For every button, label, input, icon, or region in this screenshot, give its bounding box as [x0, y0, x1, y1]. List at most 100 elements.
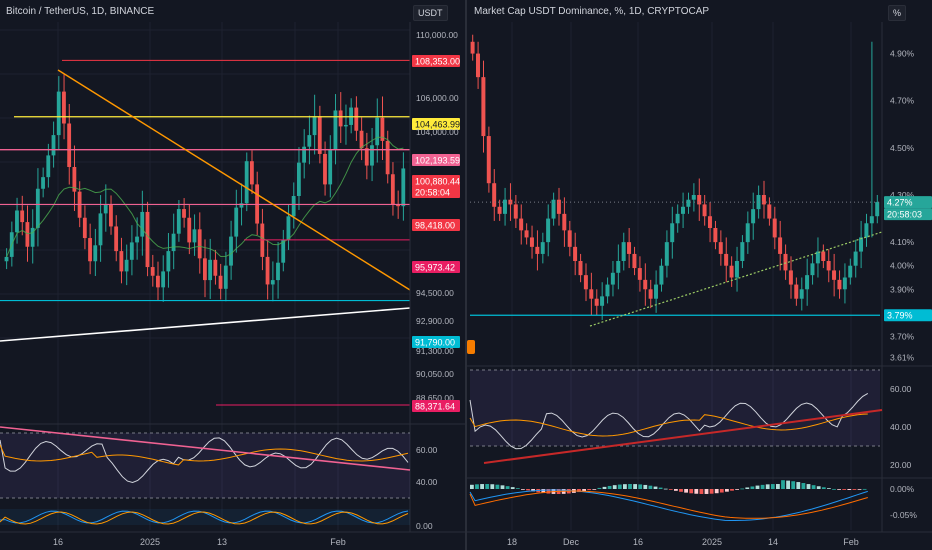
usdt-candle-47[interactable]: [724, 253, 729, 266]
btc-candle-33[interactable]: [176, 209, 181, 234]
usdt-candle-48[interactable]: [729, 265, 734, 278]
usdt-candle-61[interactable]: [799, 289, 804, 299]
usdt-candle-65[interactable]: [821, 251, 826, 261]
btc-candle-75[interactable]: [396, 204, 400, 207]
usdt-dominance-chart-pane[interactable]: 4.90% 4.70% 4.50% 4.30% 4.10% 4.00% 3.90% 3.70%…: [465, 0, 932, 550]
usdt-candle-22[interactable]: [589, 289, 594, 299]
btc-candle-54[interactable]: [286, 216, 291, 240]
usdt-candle-63[interactable]: [810, 263, 815, 276]
usdt-candle-72[interactable]: [859, 237, 864, 252]
usdt-candle-12[interactable]: [535, 246, 540, 254]
usdt-rising-trendline[interactable]: [589, 231, 883, 327]
btc-candle-21[interactable]: [114, 226, 119, 252]
usdt-candle-36[interactable]: [664, 242, 669, 266]
usdt-candle-71[interactable]: [853, 251, 858, 266]
btc-candle-41[interactable]: [218, 275, 223, 289]
usdt-candle-59[interactable]: [788, 270, 793, 285]
usdt-candle-41[interactable]: [691, 195, 696, 200]
usdt-candle-3[interactable]: [486, 136, 491, 184]
btc-candle-69[interactable]: [364, 148, 369, 166]
usdt-candle-73[interactable]: [864, 223, 869, 238]
btc-candle-56[interactable]: [296, 162, 301, 196]
btc-candle-3[interactable]: [20, 210, 25, 223]
btc-candle-31[interactable]: [166, 251, 171, 272]
usdt-candle-40[interactable]: [686, 199, 691, 207]
usdt-candle-37[interactable]: [670, 223, 675, 243]
usdt-candle-31[interactable]: [637, 268, 642, 280]
btc-candle-68[interactable]: [359, 130, 364, 149]
usdt-candle-14[interactable]: [546, 218, 551, 243]
btc-candle-39[interactable]: [208, 259, 213, 281]
btc-candle-61[interactable]: [323, 153, 327, 185]
usdt-candle-15[interactable]: [551, 199, 556, 219]
usdt-candle-64[interactable]: [815, 251, 820, 264]
usdt-candle-45[interactable]: [713, 228, 718, 243]
btc-candle-59[interactable]: [312, 116, 317, 136]
usdt-candle-19[interactable]: [573, 246, 578, 261]
btc-candle-27[interactable]: [145, 211, 150, 268]
btc-candle-45[interactable]: [239, 203, 244, 208]
usdt-candle-43[interactable]: [702, 204, 707, 217]
btc-candle-50[interactable]: [265, 256, 270, 285]
btc-candle-4[interactable]: [25, 222, 30, 247]
usdt-candle-2[interactable]: [481, 77, 486, 137]
btc-candle-44[interactable]: [234, 207, 239, 237]
btc-candle-6[interactable]: [35, 188, 40, 228]
btc-candle-64[interactable]: [338, 110, 343, 127]
usdt-candle-18[interactable]: [567, 230, 572, 247]
percent-scale-button[interactable]: %: [888, 5, 907, 21]
usdt-candle-46[interactable]: [718, 242, 723, 254]
btc-candle-53[interactable]: [281, 239, 286, 263]
btc-candle-10[interactable]: [56, 91, 61, 136]
usdt-candle-6[interactable]: [502, 199, 507, 214]
btc-candle-65[interactable]: [343, 124, 348, 127]
btc-candle-42[interactable]: [223, 265, 228, 289]
btc-candle-28[interactable]: [150, 267, 155, 276]
usdt-candle-23[interactable]: [594, 298, 599, 306]
btc-currency-button[interactable]: USDT: [413, 5, 448, 21]
btc-candle-20[interactable]: [109, 204, 113, 227]
usdt-candle-39[interactable]: [680, 206, 685, 214]
usdt-candle-13[interactable]: [540, 242, 545, 254]
btc-candle-29[interactable]: [156, 275, 160, 288]
usdt-candle-21[interactable]: [583, 275, 588, 290]
btc-candle-17[interactable]: [93, 245, 98, 262]
btc-candle-51[interactable]: [270, 280, 275, 285]
btc-candle-36[interactable]: [192, 229, 197, 243]
btc-candle-37[interactable]: [197, 229, 202, 259]
btc-candle-38[interactable]: [202, 258, 207, 281]
btc-candle-18[interactable]: [98, 213, 103, 246]
btc-candle-52[interactable]: [276, 262, 280, 281]
btc-candle-5[interactable]: [30, 227, 35, 247]
usdt-candle-62[interactable]: [805, 275, 810, 290]
usdt-candle-66[interactable]: [826, 261, 831, 271]
btc-price-axis[interactable]: [410, 22, 466, 532]
btc-candle-16[interactable]: [88, 238, 92, 262]
usdt-candle-16[interactable]: [556, 199, 561, 214]
btc-candle-60[interactable]: [317, 116, 322, 154]
alert-marker[interactable]: [467, 340, 475, 354]
btc-candle-58[interactable]: [307, 135, 312, 147]
usdt-candle-50[interactable]: [740, 242, 745, 261]
usdt-candle-10[interactable]: [524, 230, 529, 238]
usdt-candle-1[interactable]: [475, 53, 480, 78]
btc-candle-73[interactable]: [385, 140, 390, 175]
btc-candle-71[interactable]: [375, 117, 380, 146]
btc-candle-23[interactable]: [124, 259, 129, 272]
btc-candle-40[interactable]: [213, 259, 218, 276]
btc-candle-2[interactable]: [15, 210, 19, 233]
usdt-candle-58[interactable]: [783, 253, 788, 271]
btc-candle-67[interactable]: [354, 107, 359, 131]
usdt-candle-69[interactable]: [842, 277, 847, 290]
btc-candle-55[interactable]: [291, 196, 296, 217]
usdt-candle-33[interactable]: [648, 289, 653, 299]
usdt-candle-70[interactable]: [848, 265, 853, 278]
usdt-candle-52[interactable]: [751, 209, 756, 224]
usdt-candle-49[interactable]: [734, 261, 739, 278]
btc-candle-26[interactable]: [140, 211, 145, 237]
usdt-candle-38[interactable]: [675, 213, 680, 224]
btc-candle-13[interactable]: [72, 167, 77, 192]
usdt-candle-60[interactable]: [794, 284, 799, 299]
usdt-candle-57[interactable]: [778, 237, 783, 254]
usdt-candle-27[interactable]: [616, 261, 621, 273]
